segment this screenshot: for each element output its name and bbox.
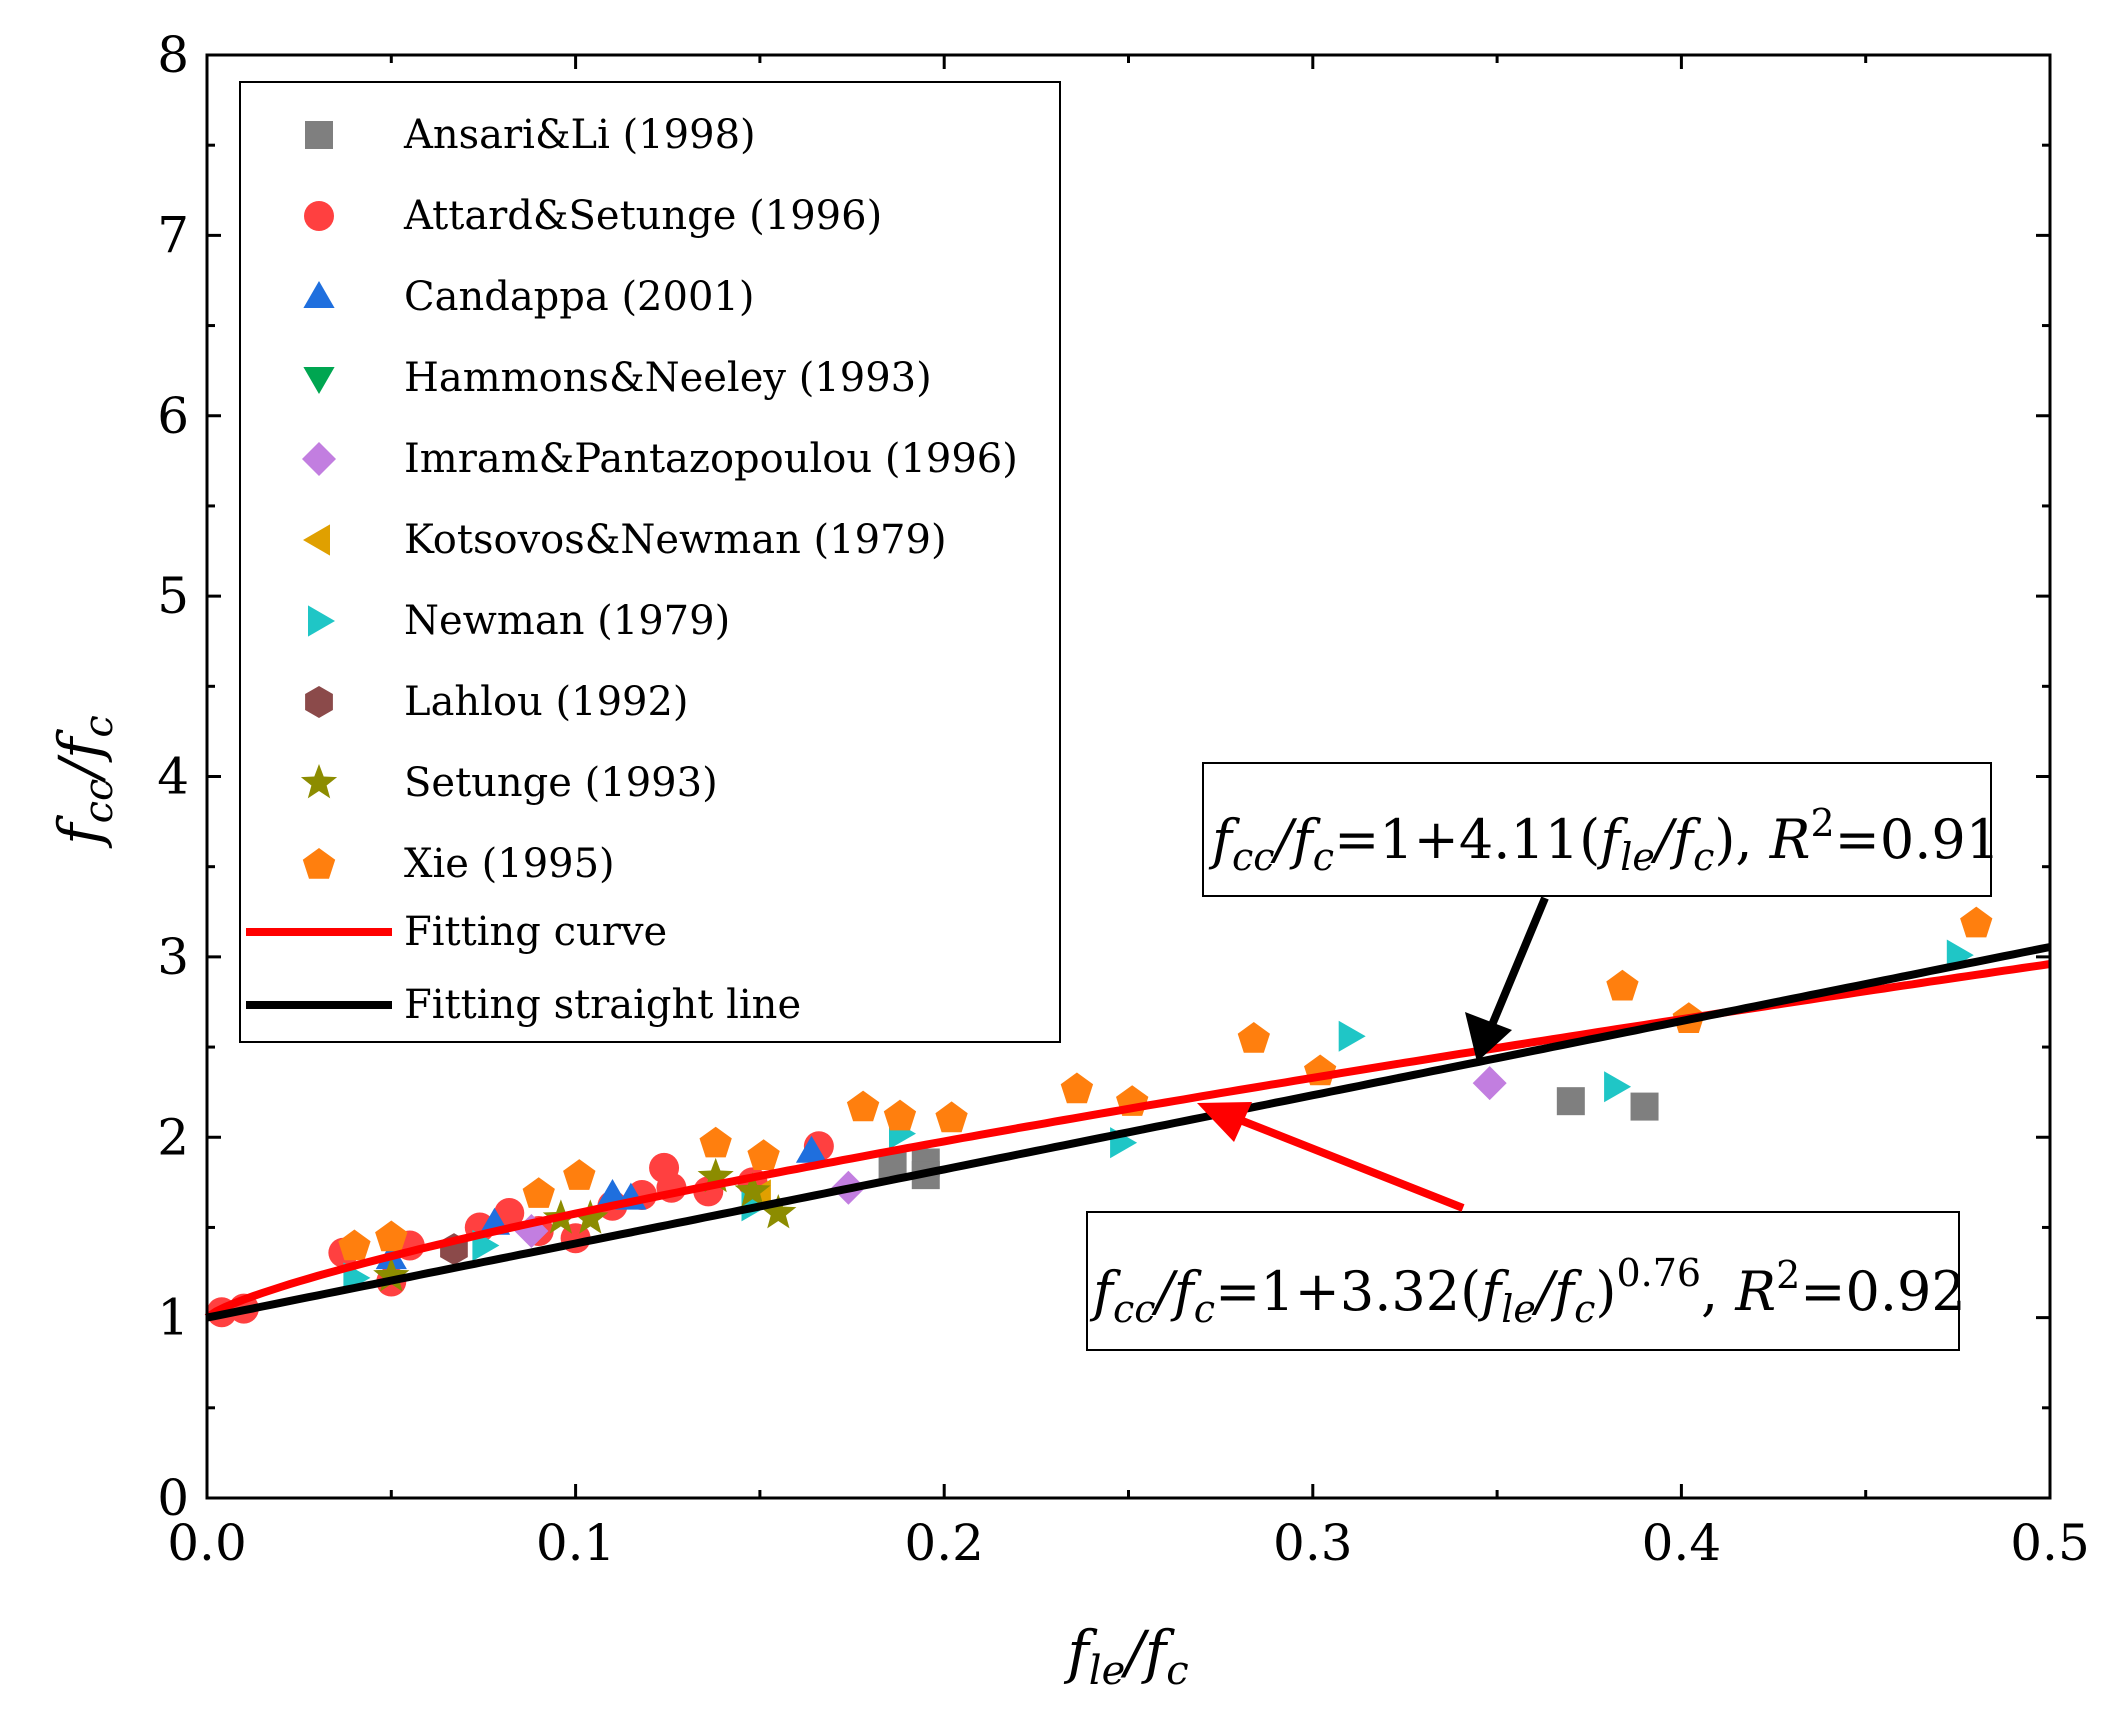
data-point [1630,1092,1659,1121]
data-point [699,1126,732,1158]
annotation-arrows [1197,896,1549,1212]
data-point [596,1179,628,1206]
data-point [883,1099,917,1131]
plot-frame [205,53,2052,1500]
data-point [1237,1022,1270,1053]
y-tick-label: 6 [157,387,189,445]
arrow-power-head [1197,1102,1252,1142]
y-tick-label: 7 [157,206,189,264]
data-point [734,1172,771,1207]
legend-marker [305,686,333,718]
legend-marker [303,281,335,308]
x-axis-title: fle/fc [1063,1618,1188,1694]
legend-label: Setunge (1993) [404,760,718,806]
data-point [375,1220,408,1252]
legend-marker [302,442,336,476]
legend-label: Xie (1995) [404,841,615,887]
legend-marker [303,524,330,556]
legend-label: Hammons&Neeley (1993) [404,355,932,401]
legend-label: Fitting curve [404,909,667,955]
annotation-power: fcc/fc=1+3.32(fle/fc)0.76, R2=0.92 [1086,1211,1966,1351]
annotation-power-box [1086,1211,1960,1351]
y-tick-label: 2 [157,1108,189,1166]
y-tick-label: 5 [157,567,189,625]
annotation-linear-text: fcc/fc=1+4.11(fle/fc), R2=0.91 [1208,801,2000,879]
annotation-linear-box [1202,762,1992,897]
fitting-straight-line [206,943,2051,1322]
data-point [697,1157,734,1193]
y-tick-label: 4 [157,748,189,806]
data-point [572,1199,609,1234]
data-point [795,1135,828,1163]
legend-marker [302,848,336,879]
data-point [1604,1071,1632,1103]
legend-label: Kotsovos&Newman (1979) [404,517,947,563]
x-tick-label: 0.0 [167,1514,247,1572]
arrow-linear-head [1465,1012,1512,1062]
y-tick-label: 8 [157,26,189,84]
legend-label: Ansari&Li (1998) [403,112,756,158]
arrow-power-shaft [1238,1116,1465,1212]
data-point [338,1229,371,1261]
x-tick-label: 0.1 [536,1514,616,1572]
data-point [1338,1020,1366,1052]
legend-marker [304,201,334,231]
data-point [1960,906,1993,938]
legend-label: Imram&Pantazopoulou (1996) [404,436,1018,482]
data-point [1472,1066,1507,1101]
legend-box [239,81,1061,1043]
legend-marker [305,121,333,149]
data-point [760,1194,797,1229]
data-point [1606,969,1639,1001]
legend-label: Lahlou (1992) [404,679,689,725]
y-axis-title: fcc/fc [46,715,122,849]
data-point [935,1101,968,1133]
legend-entries: Ansari&Li (1998) Attard&Setunge (1996) Can… [246,112,1018,1028]
y-tick-label: 1 [157,1289,189,1347]
x-tick-label: 0.5 [2010,1514,2090,1572]
arrow-linear-shaft [1488,896,1549,1027]
data-point [563,1159,596,1190]
data-point [373,1257,410,1292]
legend-marker [308,605,335,637]
fit-lines [204,943,2051,1322]
y-tick-label: 0 [157,1469,189,1527]
legend-marker [303,367,335,394]
legend-label: Candappa (2001) [404,274,754,320]
annotation-linear: fcc/fc=1+4.11(fle/fc), R2=0.91 [1202,762,2000,897]
data-point [846,1090,880,1122]
y-tick-label: 3 [157,928,189,986]
data-point [522,1177,555,1208]
legend: Ansari&Li (1998) Attard&Setunge (1996) Can… [239,81,1061,1043]
legend-label: Newman (1979) [404,598,730,644]
x-tick-label: 0.4 [1642,1514,1722,1572]
x-tick-label: 0.2 [904,1514,984,1572]
data-point [1060,1072,1094,1104]
legend-label: Fitting straight line [404,982,801,1028]
data-point [747,1139,780,1170]
legend-label: Attard&Setunge (1996) [403,193,882,239]
x-tick-label: 0.3 [1273,1514,1353,1572]
legend-marker [300,764,338,799]
annotation-power-text: fcc/fc=1+3.32(fle/fc)0.76, R2=0.92 [1089,1251,1966,1331]
data-point [1556,1087,1585,1116]
tick-labels: 0.0 0.1 0.2 0.3 0.4 0.5 0 1 2 3 4 5 6 7 8 [157,26,2090,1572]
